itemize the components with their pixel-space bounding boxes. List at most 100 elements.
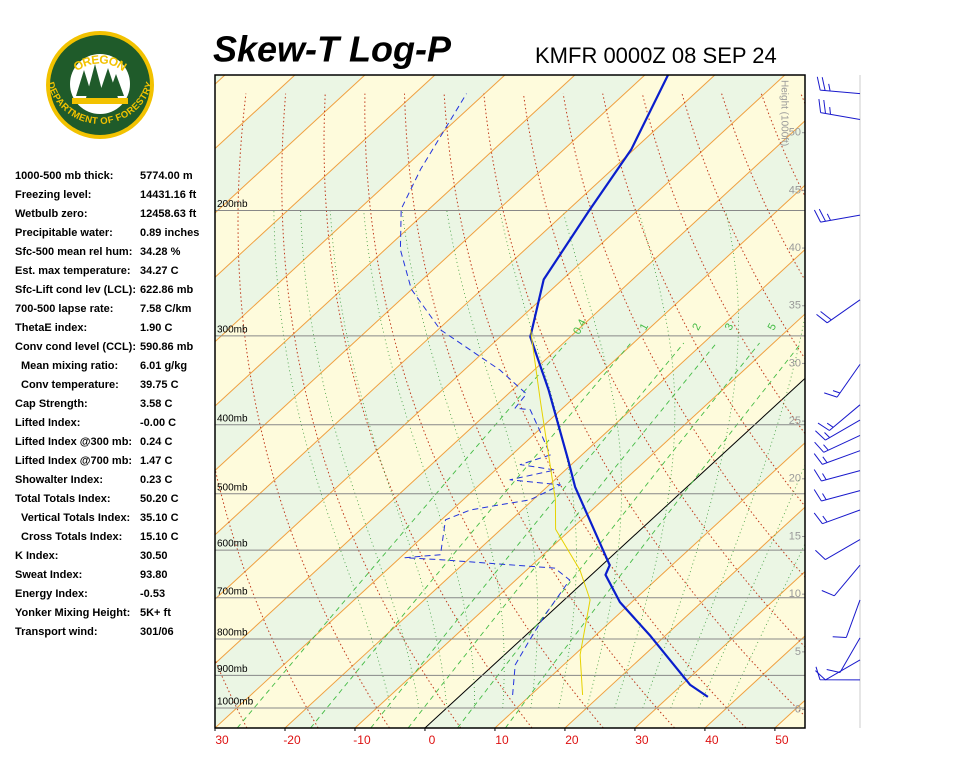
x-tick-label: 20 (565, 733, 579, 747)
wind-barb (815, 660, 860, 680)
index-value: 34.27 C (140, 265, 179, 277)
index-label: Sweat Index: (15, 569, 82, 581)
y-tick-label: 400mb (217, 413, 248, 424)
index-value: 1.47 C (140, 455, 172, 467)
y-tick-label: 500mb (217, 482, 248, 493)
index-label: Lifted Index @700 mb: (15, 455, 132, 467)
index-label: Total Totals Index: (15, 493, 111, 505)
temperature-band (845, 75, 960, 728)
index-value: 15.10 C (140, 531, 179, 543)
y2-tick-label: 50 (789, 127, 801, 139)
index-label: Sfc-500 mean rel hum: (15, 246, 132, 258)
index-label: Sfc-Lift cond lev (LCL): (15, 284, 136, 296)
index-label: Energy Index: (15, 588, 88, 600)
index-label: Cap Strength: (15, 398, 88, 410)
x-tick-label: 0 (429, 733, 436, 747)
wind-barb (817, 77, 860, 94)
y-tick-label: 900mb (217, 664, 248, 675)
index-value: 50.20 C (140, 493, 179, 505)
dry-adiabat (801, 94, 960, 728)
chart-subtitle: KMFR 0000Z 08 SEP 24 (535, 43, 777, 68)
wind-barb (819, 99, 860, 119)
index-label: Conv temperature: (21, 379, 119, 391)
index-label: Wetbulb zero: (15, 208, 88, 220)
wind-barb (822, 565, 860, 596)
index-value: 1.90 C (140, 322, 172, 334)
y-tick-label: 600mb (217, 539, 248, 550)
y2-tick-label: 10 (789, 588, 801, 600)
wind-barb (814, 510, 860, 524)
wind-barb (818, 405, 860, 431)
y2-tick-label: 30 (789, 357, 801, 369)
index-label: Mean mixing ratio: (21, 360, 118, 372)
index-value: 34.28 % (140, 246, 181, 258)
x-tick-label: 10 (495, 733, 509, 747)
index-value: 12458.63 ft (140, 208, 197, 220)
index-value: 93.80 (140, 569, 168, 581)
y-tick-label: 1000mb (217, 697, 254, 708)
index-label: Vertical Totals Index: (21, 512, 130, 524)
index-value: 0.24 C (140, 436, 172, 448)
index-label: Lifted Index: (15, 417, 80, 429)
index-value: 0.23 C (140, 474, 172, 486)
index-label: Est. max temperature: (15, 265, 131, 277)
wind-barb (814, 470, 860, 482)
index-value: -0.00 C (140, 417, 176, 429)
wind-barb (824, 364, 860, 397)
index-label: Precipitable water: (15, 227, 113, 239)
dry-adiabat (920, 94, 960, 728)
index-value: 6.01 g/kg (140, 360, 187, 372)
wind-barb (833, 600, 860, 638)
y-tick-label: 700mb (217, 586, 248, 597)
y-tick-label: 800mb (217, 628, 248, 639)
y2-tick-label: 45 (789, 184, 801, 196)
wind-barb (814, 451, 860, 465)
index-value: 30.50 (140, 550, 168, 562)
y2-tick-label: 5 (795, 646, 801, 658)
index-value: 39.75 C (140, 379, 179, 391)
x-tick-label: 40 (705, 733, 719, 747)
index-label: 1000-500 mb thick: (15, 170, 113, 182)
index-label: Freezing level: (15, 189, 91, 201)
y-tick-label: 200mb (217, 199, 248, 210)
index-label: Transport wind: (15, 626, 98, 638)
index-label: Cross Totals Index: (21, 531, 122, 543)
index-value: 590.86 mb (140, 341, 193, 353)
index-label: Yonker Mixing Height: (15, 607, 130, 619)
y2-axis-label: Height (1000ft) (778, 80, 789, 146)
wind-barbs (814, 77, 860, 680)
y2-tick-label: 25 (789, 415, 801, 427)
index-label: 700-500 lapse rate: (15, 303, 113, 315)
y-tick-label: 300mb (217, 324, 248, 335)
dry-adiabat (880, 94, 960, 728)
index-value: 622.86 mb (140, 284, 193, 296)
index-label: Showalter Index: (15, 474, 103, 486)
index-value: 7.58 C/km (140, 303, 192, 315)
wind-barb (815, 540, 860, 560)
index-label: ThetaE index: (15, 322, 87, 334)
chart-title: Skew-T Log-P (213, 29, 452, 70)
index-label: K Index: (15, 550, 58, 562)
logo-ground (72, 98, 128, 104)
index-value: 301/06 (140, 626, 174, 638)
index-value: 35.10 C (140, 512, 179, 524)
isotherm (845, 75, 960, 728)
y2-tick-label: 15 (789, 530, 801, 542)
index-value: -0.53 (140, 588, 165, 600)
x-tick-label: 30 (635, 733, 649, 747)
index-label: Conv cond level (CCL): (15, 341, 136, 353)
mixing-ratio-label: 8 (807, 321, 820, 332)
y2-tick-label: 40 (789, 242, 801, 254)
index-label: Lifted Index @300 mb: (15, 436, 132, 448)
index-value: 0.89 inches (140, 227, 199, 239)
x-tick-label: -10 (353, 733, 371, 747)
dry-adiabat (841, 94, 960, 728)
x-tick-label: -20 (283, 733, 301, 747)
y2-tick-label: 20 (789, 473, 801, 485)
index-value: 5K+ ft (140, 607, 171, 619)
wind-barb (817, 300, 861, 323)
wind-barb (814, 209, 860, 222)
